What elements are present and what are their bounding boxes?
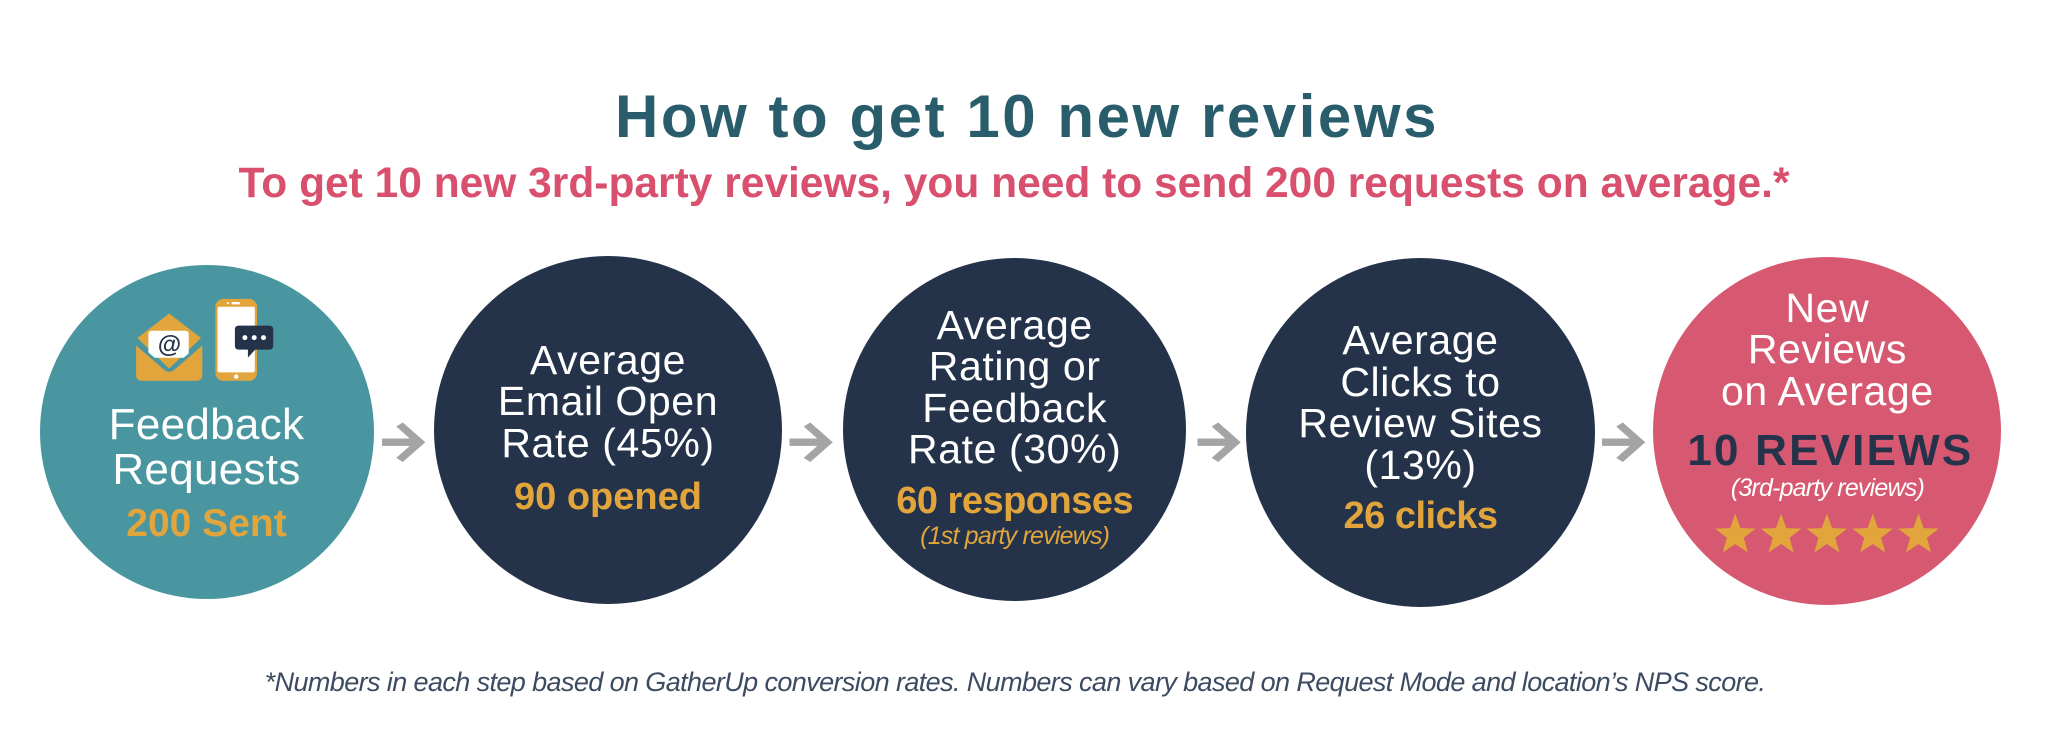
svg-text:@: @: [158, 331, 181, 358]
